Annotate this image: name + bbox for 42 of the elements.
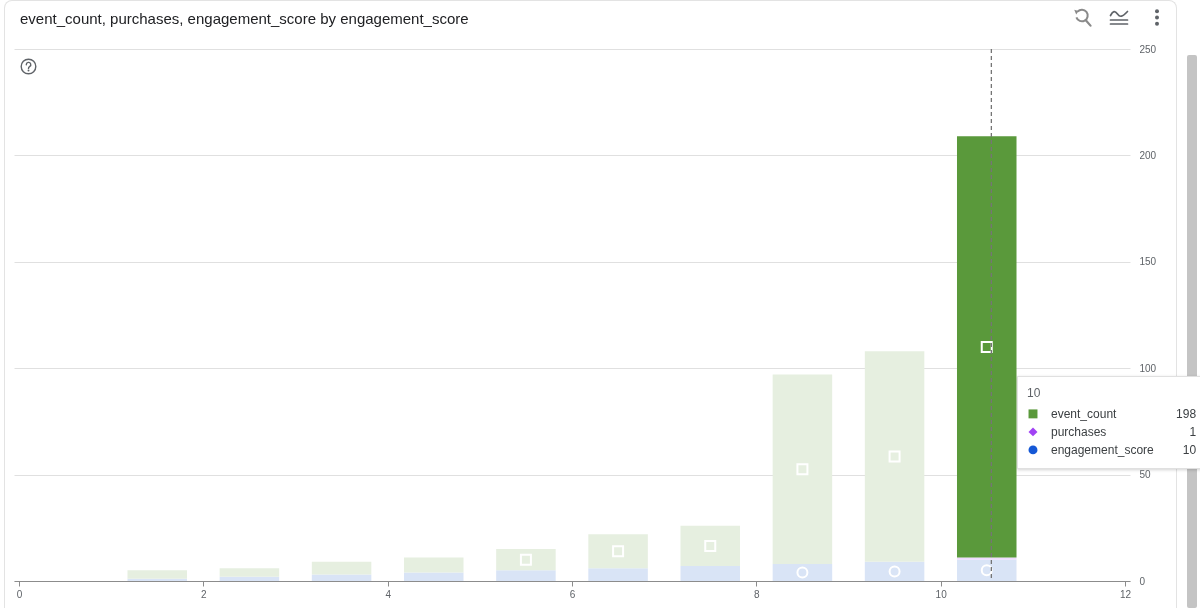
y-tick-label: 0 — [1139, 575, 1146, 587]
text: engagement_score — [1051, 442, 1155, 457]
bar — [588, 534, 648, 569]
y-tick-label: 150 — [1139, 256, 1157, 268]
bar — [127, 578, 188, 581]
bar — [219, 576, 280, 581]
bar — [864, 561, 925, 581]
bar — [496, 549, 556, 571]
bar — [864, 351, 925, 562]
x-tick-label: 2 — [201, 588, 208, 600]
chart-title: event_count, purchases, engagement_score by engagement_score — [20, 10, 469, 27]
bar — [311, 561, 372, 575]
x-tick-label: 6 — [569, 588, 576, 600]
y-tick-label: 250 — [1139, 43, 1157, 55]
x-tick-label: 12 — [1119, 588, 1132, 600]
bar — [403, 557, 464, 573]
text: 198 — [1176, 406, 1197, 421]
y-tick-label: 50 — [1139, 469, 1152, 481]
bar — [680, 566, 741, 581]
text: 1 — [1189, 424, 1197, 439]
bar — [311, 574, 372, 581]
bar — [496, 570, 556, 581]
x-tick-label: 4 — [385, 588, 392, 600]
bar — [219, 568, 280, 577]
bar — [772, 374, 833, 564]
bar — [956, 557, 1017, 560]
x-tick-label: 0 — [16, 588, 23, 600]
bar — [680, 525, 741, 567]
y-tick-label: 200 — [1139, 149, 1157, 161]
legend-title: 10 — [1027, 385, 1041, 400]
bar — [772, 563, 833, 581]
text: purchases — [1051, 424, 1107, 439]
legend-label: event_count — [1051, 406, 1118, 421]
bar — [127, 570, 188, 579]
bar — [956, 136, 1017, 558]
bar — [403, 572, 464, 581]
y-tick-label: 100 — [1139, 362, 1157, 374]
x-tick-label: 8 — [754, 588, 761, 600]
bar — [588, 568, 648, 581]
bar — [956, 559, 1017, 581]
text: 10 — [1182, 442, 1197, 457]
x-tick-label: 10 — [935, 588, 948, 600]
